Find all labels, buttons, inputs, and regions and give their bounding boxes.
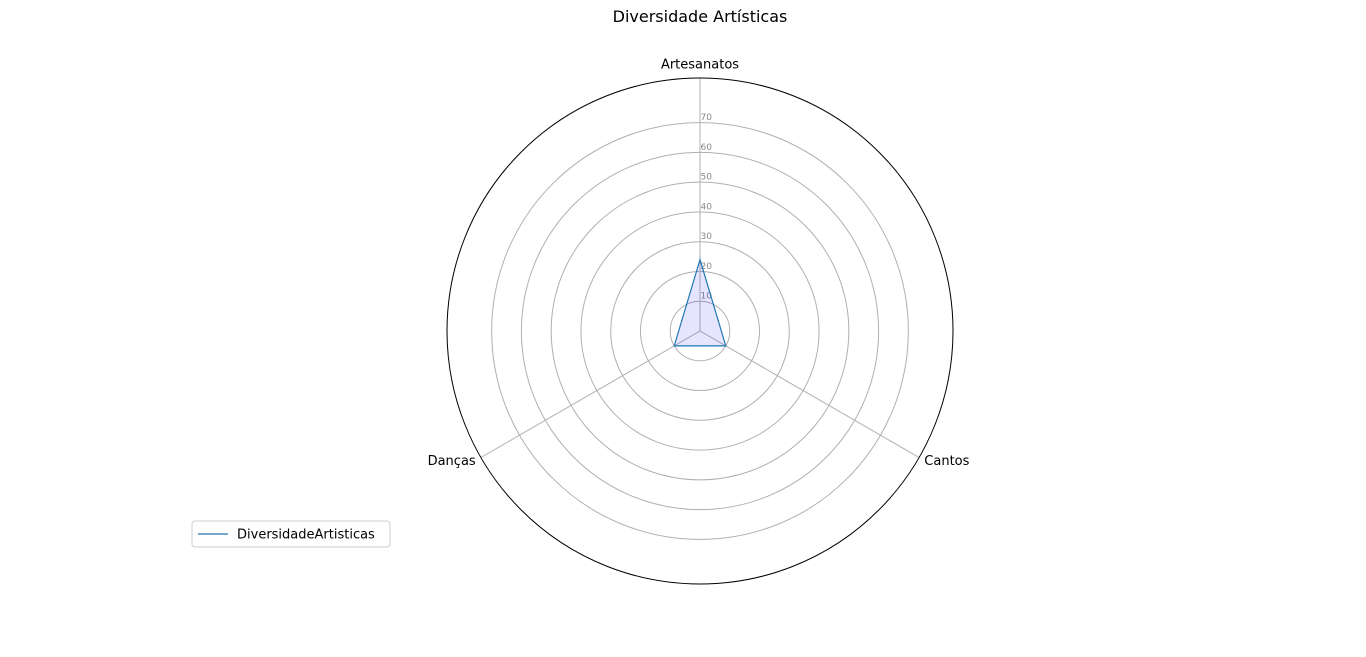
- radar-tick-labels: 10 20 30 40 50 60 70: [701, 113, 713, 302]
- series-area: [674, 259, 726, 346]
- radar-series: [673, 257, 727, 347]
- r-tick-label: 40: [701, 202, 713, 212]
- legend-label: DiversidadeArtisticas: [237, 528, 375, 543]
- radar-spokes: [480, 78, 920, 458]
- chart-title: Diversidade Artísticas: [613, 7, 788, 26]
- series-line: [673, 257, 727, 347]
- r-tick-label: 10: [701, 292, 713, 302]
- radar-outer-frame: [446, 77, 954, 585]
- r-tick-label: 50: [701, 173, 713, 183]
- r-tick-label: 20: [701, 262, 713, 272]
- category-label: Cantos: [924, 454, 969, 469]
- category-label: Danças: [428, 454, 476, 469]
- r-tick-label: 60: [701, 143, 713, 153]
- grid-spoke: [699, 330, 920, 458]
- radar-category-labels: Artesanatos Cantos Danças: [428, 58, 970, 470]
- legend-box: [191, 520, 391, 548]
- r-tick-label: 70: [701, 113, 713, 123]
- category-label: Artesanatos: [661, 58, 739, 73]
- grid-spoke: [480, 330, 701, 458]
- r-tick-label: 30: [701, 232, 713, 242]
- legend: DiversidadeArtisticas: [191, 520, 391, 548]
